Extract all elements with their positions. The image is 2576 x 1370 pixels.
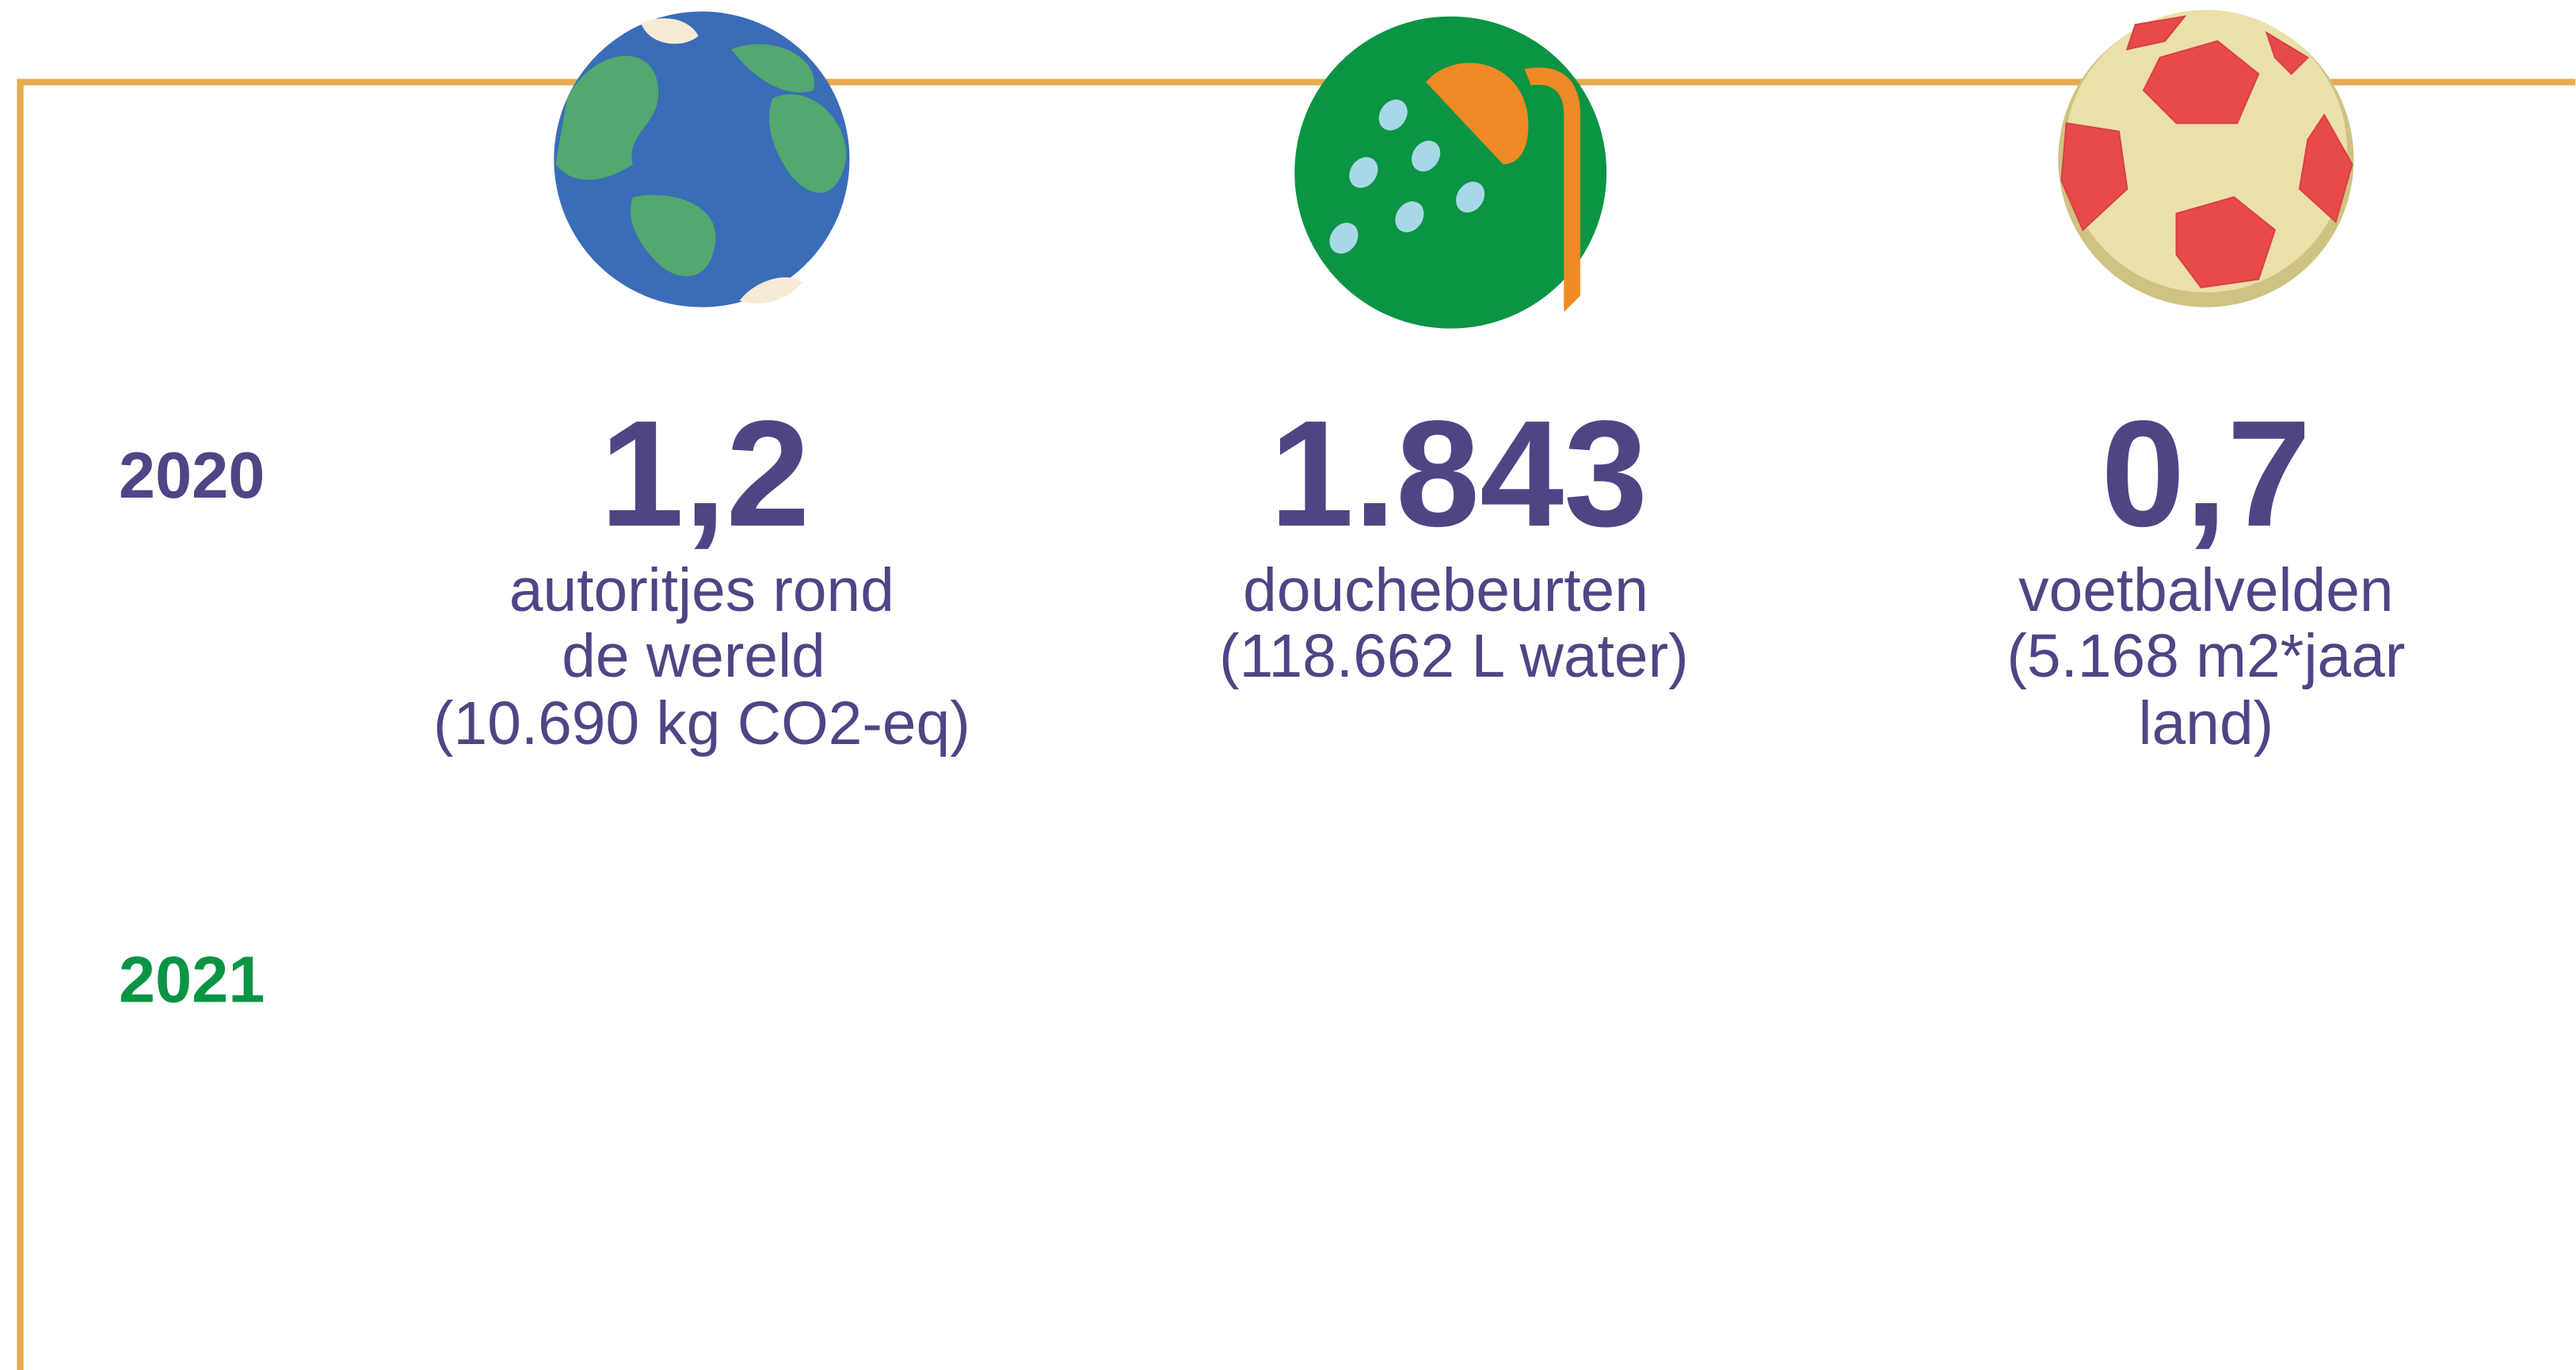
- big-number: 0,7: [2101, 389, 2311, 558]
- description: (118.662 L water): [1219, 623, 1689, 690]
- year-label: 2020: [119, 438, 265, 512]
- football-icon: [2058, 10, 2354, 307]
- description: (5.168 m2*jaar: [2006, 623, 2405, 690]
- description: autoritjes rond: [509, 557, 894, 624]
- big-number: 1.843: [1270, 389, 1648, 558]
- globe-icon: [554, 11, 850, 307]
- year-label: 2021: [119, 943, 265, 1017]
- shower-icon: [1294, 16, 1607, 329]
- description: voetbalvelden: [2018, 557, 2393, 624]
- big-number: 1,2: [600, 389, 810, 558]
- description: (10.690 kg CO2-eq): [433, 690, 970, 758]
- description: de wereld: [562, 623, 825, 690]
- frame: [17, 78, 2576, 1370]
- description: land): [2139, 690, 2274, 758]
- description: douchebeurten: [1243, 557, 1648, 624]
